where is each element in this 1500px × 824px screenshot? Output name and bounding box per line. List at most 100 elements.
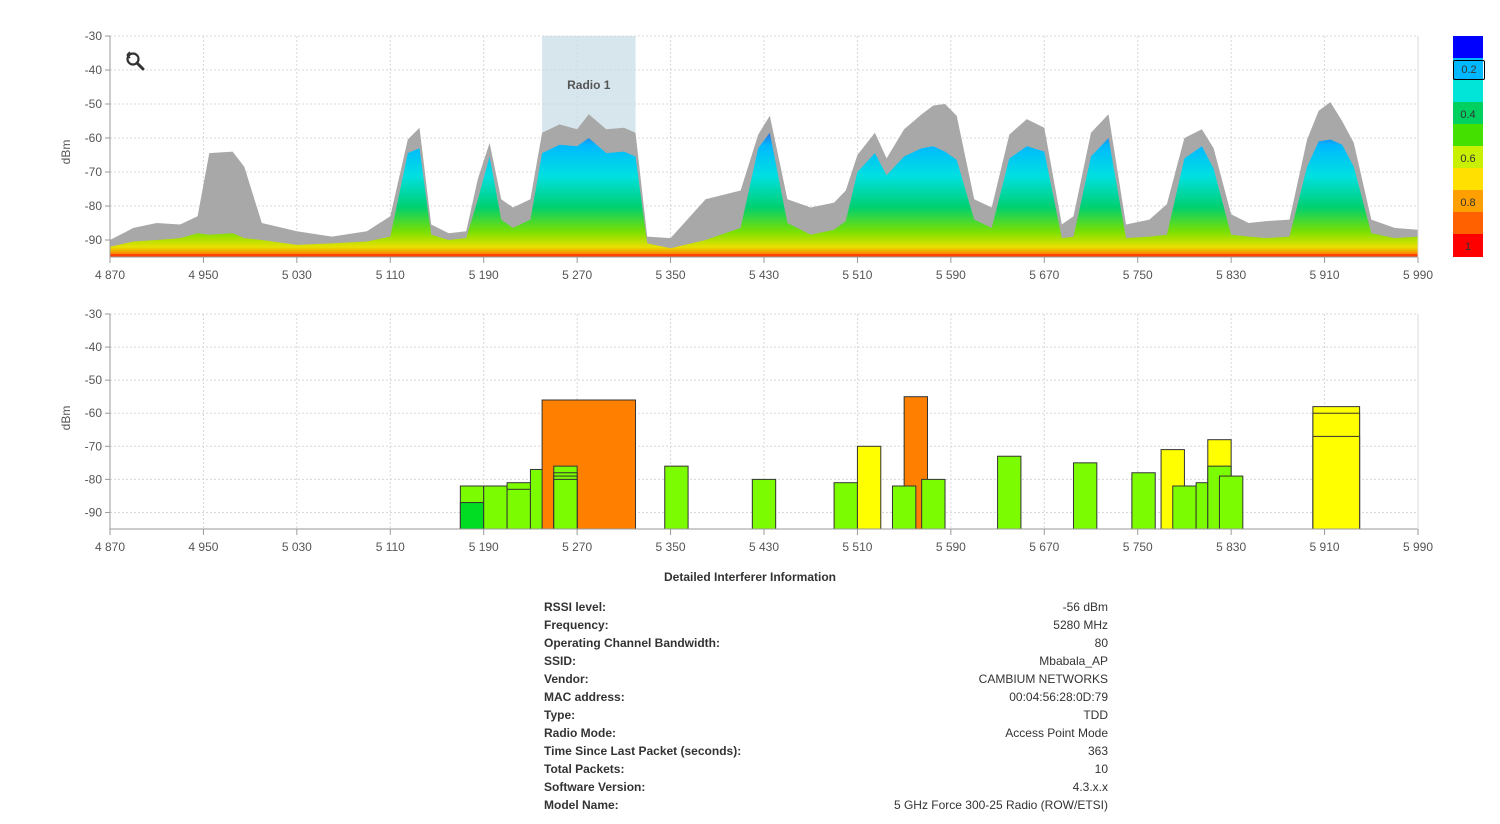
legend-label: 0.6 (1460, 153, 1476, 165)
interferer-bar[interactable] (1312, 435, 1361, 530)
detail-row: Radio Mode: Access Point Mode (540, 724, 1112, 742)
legend-color-cell (1453, 36, 1483, 59)
detail-key: Time Since Last Packet (seconds): (544, 744, 742, 758)
detail-value: -56 dBm (1062, 600, 1108, 614)
y-tick-label: -50 (85, 97, 103, 111)
interferer-bar[interactable] (483, 485, 508, 530)
interferer-y-axis-label: dBm (59, 406, 73, 431)
x-tick-label: 5 750 (1123, 540, 1153, 554)
spectrum-density-chart: Radio 1 -30 -40 -50 -60 -70 -80 -90 4 870 4 950 5… (59, 29, 1434, 282)
legend-color-cell (1453, 146, 1483, 169)
detail-key: Vendor: (544, 672, 589, 686)
interferer-bar[interactable] (751, 478, 777, 530)
interferer-axes: -30 -40 -50 -60 -70 -80 -90 4 870 4 950 5 030 5 11… (85, 307, 1434, 554)
x-tick-label: 5 110 (376, 268, 405, 282)
detail-row: Software Version: 4.3.x.x (540, 778, 1112, 796)
interferer-bar-chart: -30 -40 -50 -60 -70 -80 -90 4 870 4 950 5 030 5 11… (59, 307, 1434, 554)
detail-key: Total Packets: (544, 762, 625, 776)
detail-value: CAMBIUM NETWORKS (978, 672, 1108, 686)
detail-row: Vendor: CAMBIUM NETWORKS (540, 670, 1112, 688)
interferer-bar[interactable] (891, 485, 917, 530)
density-trace (110, 132, 1418, 257)
detail-key: RSSI level: (544, 600, 607, 614)
x-tick-label: 5 910 (1310, 268, 1340, 282)
detail-key: MAC address: (544, 690, 625, 704)
detail-row: Model Name: 5 GHz Force 300-25 Radio (ROW… (540, 796, 1112, 814)
legend-color-cell (1453, 168, 1483, 191)
interferer-bar[interactable] (1131, 472, 1156, 530)
detail-key: Operating Channel Bandwidth: (544, 636, 720, 650)
legend-color-cell (1453, 80, 1483, 103)
detail-value: TDD (1083, 708, 1108, 722)
detail-value: 363 (1087, 744, 1108, 758)
x-tick-label: 4 870 (95, 268, 125, 282)
detail-row: Time Since Last Packet (seconds): 363 (540, 742, 1112, 760)
legend-color-cell (1453, 124, 1483, 147)
detail-key: Type: (544, 708, 576, 722)
x-tick-label: 5 190 (469, 540, 499, 554)
detail-value: Access Point Mode (1005, 726, 1108, 740)
x-tick-label: 4 950 (188, 540, 218, 554)
legend-label: 0.8 (1460, 197, 1476, 209)
x-tick-label: 5 270 (562, 268, 592, 282)
x-tick-label: 5 830 (1216, 540, 1246, 554)
interferer-bar[interactable] (856, 445, 882, 530)
y-tick-label: -60 (85, 406, 103, 420)
radio-1-label: Radio 1 (567, 78, 611, 92)
interferer-bar[interactable] (1218, 475, 1244, 530)
detail-value: 4.3.x.x (1072, 780, 1108, 794)
detail-row: Type: TDD (540, 706, 1112, 724)
detail-value: 00:04:56:28:0D:79 (1009, 690, 1108, 704)
x-tick-label: 4 950 (188, 268, 218, 282)
detail-row: Frequency: 5280 MHz (540, 616, 1112, 634)
interferer-bar[interactable] (459, 502, 485, 530)
x-tick-label: 5 190 (469, 268, 499, 282)
legend-color-cell (1453, 212, 1483, 235)
y-tick-label: -90 (85, 233, 103, 247)
y-tick-label: -70 (85, 439, 103, 453)
interferer-bar[interactable] (553, 478, 578, 530)
legend-label: 0.2 (1453, 60, 1485, 80)
detail-value: 5 GHz Force 300-25 Radio (ROW/ETSI) (893, 798, 1108, 812)
x-tick-label: 5 430 (749, 540, 779, 554)
detail-row: Operating Channel Bandwidth: 80 (540, 634, 1112, 652)
interferer-bar[interactable] (506, 488, 531, 530)
interferer-bar[interactable] (997, 455, 1022, 530)
spectrum-axes: -30 -40 -50 -60 -70 -80 -90 4 870 4 950 5 030 5 11… (85, 29, 1434, 282)
interferer-bar[interactable] (1172, 485, 1197, 530)
x-tick-label: 5 990 (1403, 268, 1433, 282)
interferer-bar[interactable] (833, 482, 858, 530)
interferer-bar[interactable] (1072, 462, 1098, 530)
interferer-bar[interactable] (664, 465, 689, 530)
y-tick-label: -30 (85, 29, 103, 43)
y-tick-label: -40 (85, 340, 103, 354)
x-tick-label: 4 870 (95, 540, 125, 554)
x-tick-label: 5 430 (749, 268, 779, 282)
detail-row: SSID: Mbabala_AP (540, 652, 1112, 670)
legend-label: 1 (1464, 241, 1472, 253)
zoom-reset-icon[interactable] (126, 51, 145, 71)
interferer-bars[interactable] (459, 396, 1361, 530)
detail-row: MAC address: 00:04:56:28:0D:79 (540, 688, 1112, 706)
y-tick-label: -40 (85, 63, 103, 77)
legend-label: 0.4 (1460, 109, 1476, 121)
detail-value: 10 (1094, 762, 1108, 776)
x-tick-label: 5 590 (936, 268, 966, 282)
x-tick-label: 5 030 (282, 268, 312, 282)
detail-value: 5280 MHz (1053, 618, 1108, 632)
y-tick-label: -70 (85, 165, 103, 179)
density-color-legend[interactable]: 0.2 0.4 0.6 0.8 1 (1453, 36, 1485, 257)
x-tick-label: 5 670 (1029, 540, 1059, 554)
detail-key: SSID: (544, 654, 577, 668)
x-tick-label: 5 510 (842, 540, 872, 554)
detail-value: Mbabala_AP (1039, 654, 1108, 668)
y-tick-label: -30 (85, 307, 103, 321)
x-tick-label: 5 670 (1029, 268, 1059, 282)
detail-key: Radio Mode: (544, 726, 616, 740)
legend-color-cell (1453, 190, 1483, 213)
interferer-bar[interactable] (921, 478, 946, 530)
y-tick-label: -60 (85, 131, 103, 145)
interferer-details-title: Detailed Interferer Information (663, 570, 837, 584)
detail-key: Frequency: (544, 618, 609, 632)
x-tick-label: 5 350 (656, 540, 686, 554)
